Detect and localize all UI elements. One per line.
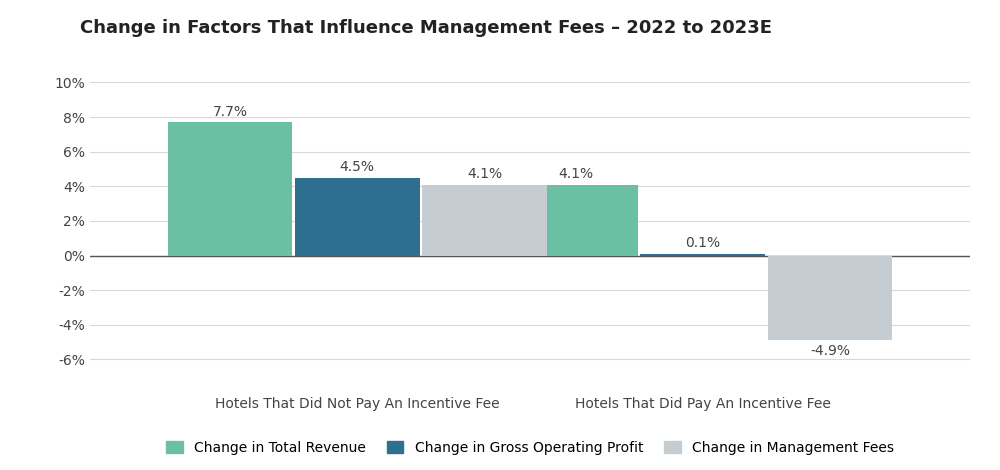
Bar (640, 254, 765, 256)
Text: Change in Factors That Influence Management Fees – 2022 to 2023E: Change in Factors That Influence Managem… (80, 19, 772, 37)
Bar (422, 185, 547, 256)
Bar (513, 185, 638, 256)
Bar (768, 256, 892, 340)
Text: 0.1%: 0.1% (685, 236, 720, 251)
Bar (168, 122, 292, 256)
Text: 4.5%: 4.5% (340, 160, 375, 174)
Text: 4.1%: 4.1% (558, 167, 593, 181)
Text: -4.9%: -4.9% (810, 344, 850, 358)
Text: 4.1%: 4.1% (467, 167, 502, 181)
Legend: Change in Total Revenue, Change in Gross Operating Profit, Change in Management : Change in Total Revenue, Change in Gross… (161, 435, 899, 460)
Bar (295, 178, 420, 256)
Text: 7.7%: 7.7% (212, 105, 248, 119)
